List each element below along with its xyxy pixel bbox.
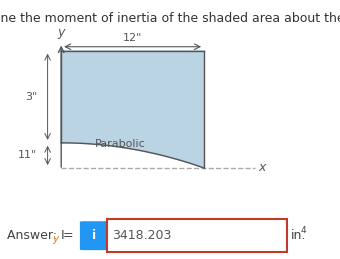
Text: 11": 11"	[18, 150, 37, 160]
FancyBboxPatch shape	[107, 219, 287, 252]
Text: in.: in.	[291, 229, 306, 242]
Text: i: i	[92, 229, 97, 242]
FancyBboxPatch shape	[80, 221, 109, 250]
Text: y: y	[57, 26, 65, 39]
Text: =: =	[59, 229, 78, 242]
Text: 3": 3"	[25, 92, 37, 102]
Text: Answer: I: Answer: I	[7, 229, 64, 242]
Text: 4: 4	[301, 226, 307, 235]
Text: y: y	[53, 234, 59, 244]
Text: 12": 12"	[123, 33, 142, 43]
Text: Parabolic: Parabolic	[95, 139, 146, 149]
Text: Determine the moment of inertia of the shaded area about the y-axis.: Determine the moment of inertia of the s…	[0, 12, 340, 25]
Polygon shape	[61, 51, 204, 168]
Text: 3418.203: 3418.203	[112, 229, 172, 242]
Text: x: x	[258, 161, 266, 174]
